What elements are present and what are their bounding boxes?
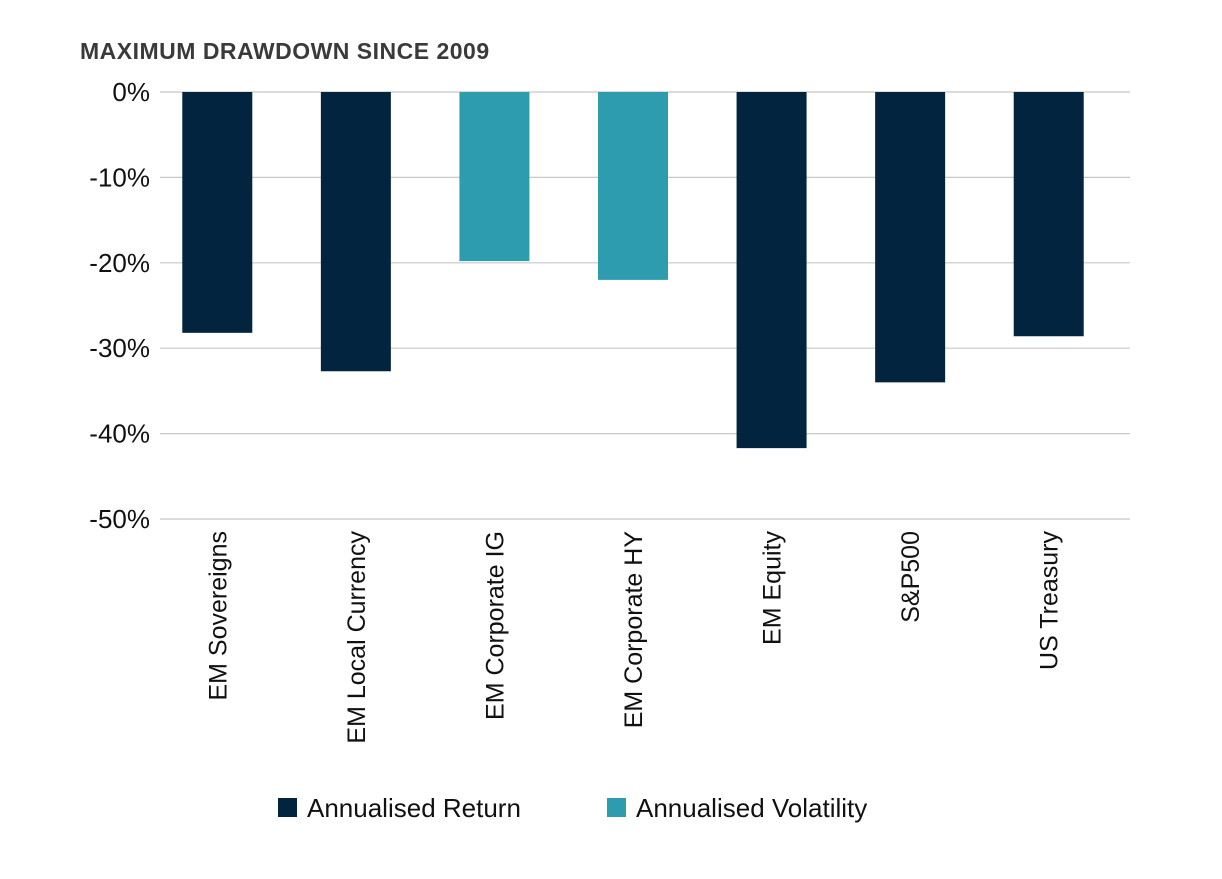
legend-swatch: [607, 798, 626, 817]
y-axis-ticks: 0% -10% -20% -30% -40% -50%: [89, 77, 150, 534]
x-category-label: US Treasury: [1036, 531, 1064, 670]
legend-swatch: [278, 798, 297, 817]
bar: [875, 92, 946, 383]
y-tick-label: -10%: [89, 162, 150, 192]
bar: [598, 92, 668, 280]
x-category-label: EM Corporate HY: [620, 531, 648, 729]
bars: [182, 92, 1084, 449]
legend-label: Annualised Return: [307, 793, 521, 823]
bar: [182, 92, 253, 333]
x-category-label: EM Sovereigns: [204, 531, 232, 701]
bar: [1013, 92, 1084, 337]
y-tick-label: -40%: [89, 419, 150, 449]
y-tick-label: -30%: [89, 333, 150, 363]
x-axis-categories: EM Sovereigns EM Local Currency EM Corpora…: [204, 531, 1063, 744]
x-category-label: EM Equity: [759, 531, 787, 645]
bar: [459, 92, 530, 262]
legend: Annualised Return Annualised Volatility: [278, 793, 867, 823]
y-tick-label: 0%: [112, 77, 150, 107]
bar: [736, 92, 807, 449]
y-tick-label: -20%: [89, 248, 150, 278]
x-category-label: EM Corporate IG: [481, 531, 509, 720]
legend-label: Annualised Volatility: [636, 793, 867, 823]
x-category-label: EM Local Currency: [343, 531, 371, 744]
bar: [320, 92, 391, 372]
y-tick-label: -50%: [89, 504, 150, 534]
x-category-label: S&P500: [897, 531, 925, 623]
chart-title: MAXIMUM DRAWDOWN SINCE 2009: [80, 38, 490, 64]
